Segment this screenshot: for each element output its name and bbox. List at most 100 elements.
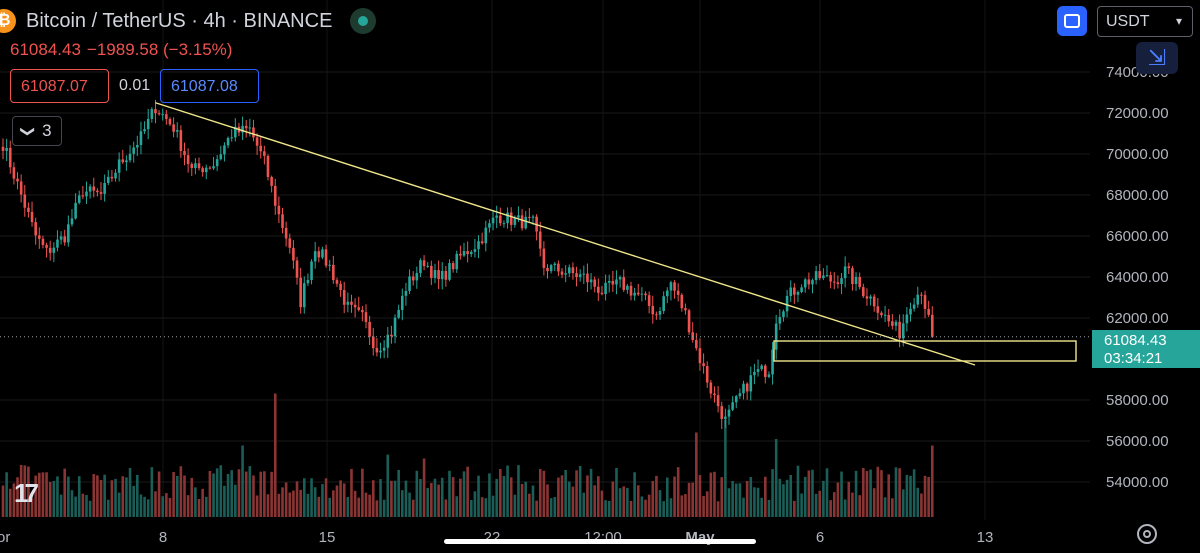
volume-bar (665, 477, 669, 517)
volume-bar (930, 445, 934, 517)
volume-bar (401, 490, 404, 517)
price-axis[interactable]: 74000.0072000.0070000.0068000.0066000.00… (1090, 0, 1200, 520)
volume-bar (157, 471, 161, 517)
candle-body (335, 280, 339, 284)
candle-body (851, 268, 854, 285)
candle-body (800, 287, 803, 292)
candle-body (19, 181, 23, 195)
sell-button[interactable]: 61087.07 (10, 69, 109, 103)
candle-body (259, 145, 263, 152)
bitcoin-logo-icon: ₿ (0, 9, 16, 33)
volume-bar (201, 488, 204, 517)
volume-bar (92, 474, 96, 517)
volume-bar (339, 480, 342, 517)
candle-body (313, 251, 317, 262)
volume-bar (771, 469, 774, 517)
candle-body (680, 294, 684, 309)
volume-bar (143, 496, 146, 517)
candle-body (288, 238, 292, 248)
indicators-toggle[interactable]: ❯ 3 (12, 116, 62, 146)
candle-body (862, 287, 865, 297)
volume-bar (851, 492, 854, 517)
volume-bar (535, 500, 538, 517)
candle-body (520, 215, 524, 229)
volume-bar (466, 466, 469, 517)
candle-body (524, 216, 528, 229)
candle-body (557, 263, 560, 272)
volume-bar (774, 439, 778, 517)
last-price-label: 61084.43 03:34:21 (1092, 330, 1200, 368)
symbol-title[interactable]: Bitcoin / TetherUS · 4h · BINANCE (26, 9, 333, 32)
candle-body (629, 285, 633, 296)
x-tick-label: 8 (159, 529, 167, 546)
volume-bar (335, 485, 339, 517)
market-open-icon[interactable] (350, 8, 377, 34)
volume-bar (19, 465, 23, 517)
settings-gear-icon[interactable] (1137, 524, 1157, 544)
candle-body (404, 291, 408, 296)
candle-body (299, 277, 302, 308)
volume-bar (713, 471, 716, 517)
candle-body (883, 314, 887, 316)
candle-body (767, 374, 771, 377)
tradingview-logo-icon[interactable]: 17 (14, 478, 39, 508)
volume-bar (230, 470, 233, 517)
volume-bar (375, 500, 379, 517)
candle-body (793, 287, 796, 295)
volume-bar (517, 465, 520, 517)
volume-bar (506, 465, 509, 517)
candle-body (241, 125, 244, 133)
volume-bar (150, 467, 154, 517)
volume-bar (30, 498, 34, 517)
candle-body (655, 314, 658, 316)
volume-bar (538, 469, 542, 517)
volume-bar (77, 476, 81, 517)
buy-button[interactable]: 61087.08 (160, 69, 259, 103)
volume-bar (633, 472, 636, 517)
candle-body (248, 127, 252, 129)
candle-body (161, 114, 165, 116)
candle-body (168, 119, 172, 125)
candle-body (266, 155, 270, 178)
volume-bar (361, 468, 364, 517)
candle-body (691, 332, 694, 341)
candle-body (469, 251, 473, 255)
volume-bar (520, 483, 524, 517)
collapse-button[interactable]: ⇲ (1136, 42, 1178, 74)
candle-body (764, 365, 767, 377)
candle-body (502, 223, 506, 225)
volume-bar (778, 478, 782, 517)
candle-body (215, 159, 219, 167)
candle-body (876, 306, 880, 313)
candle-body (306, 279, 310, 284)
candle-body (41, 238, 45, 245)
volume-bar (782, 484, 785, 517)
candle-body (183, 150, 186, 156)
candle-body (636, 292, 640, 295)
fullscreen-button[interactable] (1057, 6, 1087, 36)
volume-bar (306, 493, 310, 517)
candle-body (223, 145, 226, 155)
volume-bar (687, 482, 691, 517)
candle-body (698, 348, 702, 364)
candle-body (172, 124, 175, 132)
volume-bar (179, 466, 183, 517)
volume-bar (905, 474, 909, 517)
collapse-icon: ⇲ (1147, 45, 1167, 70)
volume-bar (70, 490, 74, 517)
x-tick-label: 13 (977, 529, 994, 546)
volume-bar (578, 465, 582, 517)
volume-bar (549, 498, 553, 517)
volume-bar (622, 486, 626, 517)
currency-select[interactable]: USDT ▾ (1097, 6, 1193, 37)
volume-bar (161, 496, 165, 517)
volume-bar (655, 475, 658, 517)
volume-bar (302, 478, 306, 517)
drawings (0, 102, 1090, 366)
candle-body (676, 290, 680, 295)
candle-body (760, 365, 763, 370)
candle-body (738, 393, 742, 397)
candle-body (865, 296, 869, 299)
y-tick-label: 54000.00 (1106, 474, 1169, 491)
